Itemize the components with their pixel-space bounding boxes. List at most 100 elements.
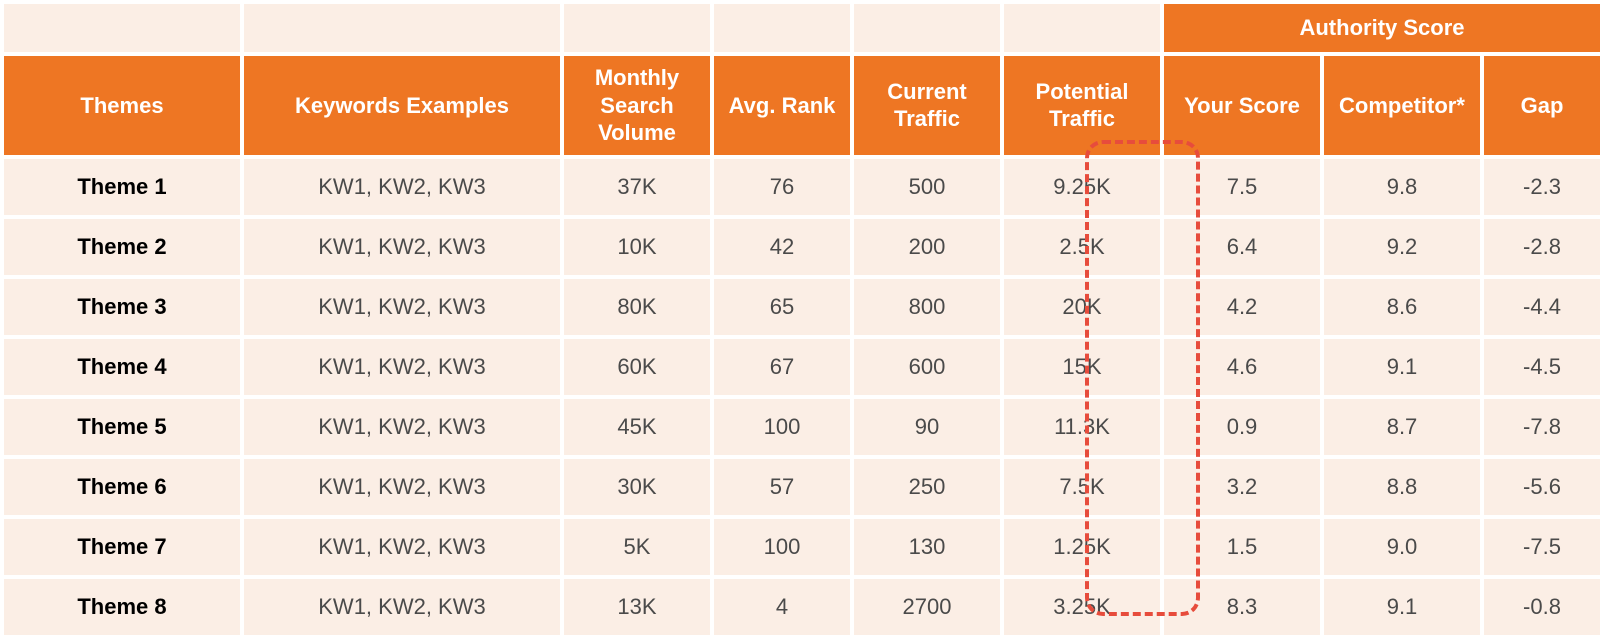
cell-current-traffic: 800: [852, 277, 1002, 337]
cell-avg-rank: 76: [712, 157, 852, 217]
cell-keywords: KW1, KW2, KW3: [242, 397, 562, 457]
cell-your-score: 1.5: [1162, 517, 1322, 577]
table-row: Theme 1KW1, KW2, KW337K765009.25K7.59.8-…: [2, 157, 1600, 217]
col-keywords-examples: Keywords Examples: [242, 54, 562, 157]
cell-keywords: KW1, KW2, KW3: [242, 457, 562, 517]
cell-theme: Theme 4: [2, 337, 242, 397]
cell-gap: -0.8: [1482, 577, 1600, 637]
table-row: Theme 3KW1, KW2, KW380K6580020K4.28.6-4.…: [2, 277, 1600, 337]
cell-msv: 60K: [562, 337, 712, 397]
cell-keywords: KW1, KW2, KW3: [242, 517, 562, 577]
cell-current-traffic: 600: [852, 337, 1002, 397]
cell-competitor: 9.0: [1322, 517, 1482, 577]
cell-potential-traffic: 15K: [1002, 337, 1162, 397]
table-row: Theme 2KW1, KW2, KW310K422002.5K6.49.2-2…: [2, 217, 1600, 277]
cell-gap: -4.5: [1482, 337, 1600, 397]
cell-competitor: 9.2: [1322, 217, 1482, 277]
cell-current-traffic: 90: [852, 397, 1002, 457]
table-row: Theme 5KW1, KW2, KW345K1009011.3K0.98.7-…: [2, 397, 1600, 457]
table-row: Theme 4KW1, KW2, KW360K6760015K4.69.1-4.…: [2, 337, 1600, 397]
cell-your-score: 4.2: [1162, 277, 1322, 337]
cell-your-score: 3.2: [1162, 457, 1322, 517]
cell-msv: 13K: [562, 577, 712, 637]
cell-your-score: 6.4: [1162, 217, 1322, 277]
header-group-row: Authority Score: [2, 2, 1600, 54]
seo-theme-table: Authority Score Themes Keywords Examples…: [0, 0, 1600, 639]
cell-avg-rank: 42: [712, 217, 852, 277]
cell-competitor: 8.6: [1322, 277, 1482, 337]
cell-current-traffic: 130: [852, 517, 1002, 577]
blank-header: [712, 2, 852, 54]
cell-keywords: KW1, KW2, KW3: [242, 217, 562, 277]
cell-theme: Theme 2: [2, 217, 242, 277]
table-row: Theme 7KW1, KW2, KW35K1001301.25K1.59.0-…: [2, 517, 1600, 577]
cell-your-score: 7.5: [1162, 157, 1322, 217]
blank-header: [2, 2, 242, 54]
cell-keywords: KW1, KW2, KW3: [242, 337, 562, 397]
cell-msv: 80K: [562, 277, 712, 337]
cell-avg-rank: 100: [712, 517, 852, 577]
cell-potential-traffic: 11.3K: [1002, 397, 1162, 457]
cell-current-traffic: 200: [852, 217, 1002, 277]
cell-competitor: 8.8: [1322, 457, 1482, 517]
cell-avg-rank: 100: [712, 397, 852, 457]
cell-avg-rank: 67: [712, 337, 852, 397]
cell-keywords: KW1, KW2, KW3: [242, 157, 562, 217]
cell-gap: -5.6: [1482, 457, 1600, 517]
cell-avg-rank: 65: [712, 277, 852, 337]
cell-theme: Theme 3: [2, 277, 242, 337]
cell-gap: -2.8: [1482, 217, 1600, 277]
cell-msv: 10K: [562, 217, 712, 277]
col-monthly-search-volume: Monthly Search Volume: [562, 54, 712, 157]
col-group-authority-score: Authority Score: [1162, 2, 1600, 54]
cell-your-score: 8.3: [1162, 577, 1322, 637]
col-your-score: Your Score: [1162, 54, 1322, 157]
cell-potential-traffic: 1.25K: [1002, 517, 1162, 577]
cell-your-score: 4.6: [1162, 337, 1322, 397]
cell-gap: -4.4: [1482, 277, 1600, 337]
col-gap: Gap: [1482, 54, 1600, 157]
col-potential-traffic: Potential Traffic: [1002, 54, 1162, 157]
cell-competitor: 9.1: [1322, 337, 1482, 397]
cell-theme: Theme 8: [2, 577, 242, 637]
col-current-traffic: Current Traffic: [852, 54, 1002, 157]
cell-keywords: KW1, KW2, KW3: [242, 577, 562, 637]
cell-potential-traffic: 20K: [1002, 277, 1162, 337]
table-row: Theme 8KW1, KW2, KW313K427003.25K8.39.1-…: [2, 577, 1600, 637]
cell-theme: Theme 5: [2, 397, 242, 457]
cell-theme: Theme 7: [2, 517, 242, 577]
cell-msv: 37K: [562, 157, 712, 217]
cell-theme: Theme 6: [2, 457, 242, 517]
seo-theme-table-wrap: Authority Score Themes Keywords Examples…: [0, 0, 1600, 639]
cell-msv: 5K: [562, 517, 712, 577]
cell-current-traffic: 250: [852, 457, 1002, 517]
blank-header: [562, 2, 712, 54]
cell-keywords: KW1, KW2, KW3: [242, 277, 562, 337]
cell-msv: 45K: [562, 397, 712, 457]
cell-potential-traffic: 3.25K: [1002, 577, 1162, 637]
cell-avg-rank: 4: [712, 577, 852, 637]
blank-header: [852, 2, 1002, 54]
col-themes: Themes: [2, 54, 242, 157]
col-competitor: Competitor*: [1322, 54, 1482, 157]
cell-your-score: 0.9: [1162, 397, 1322, 457]
col-avg-rank: Avg. Rank: [712, 54, 852, 157]
cell-competitor: 8.7: [1322, 397, 1482, 457]
blank-header: [242, 2, 562, 54]
blank-header: [1002, 2, 1162, 54]
cell-gap: -7.8: [1482, 397, 1600, 457]
cell-potential-traffic: 9.25K: [1002, 157, 1162, 217]
cell-current-traffic: 500: [852, 157, 1002, 217]
table-row: Theme 6KW1, KW2, KW330K572507.5K3.28.8-5…: [2, 457, 1600, 517]
cell-theme: Theme 1: [2, 157, 242, 217]
cell-competitor: 9.8: [1322, 157, 1482, 217]
cell-gap: -7.5: [1482, 517, 1600, 577]
header-row: Themes Keywords Examples Monthly Search …: [2, 54, 1600, 157]
cell-competitor: 9.1: [1322, 577, 1482, 637]
cell-potential-traffic: 2.5K: [1002, 217, 1162, 277]
cell-current-traffic: 2700: [852, 577, 1002, 637]
cell-msv: 30K: [562, 457, 712, 517]
cell-gap: -2.3: [1482, 157, 1600, 217]
cell-avg-rank: 57: [712, 457, 852, 517]
cell-potential-traffic: 7.5K: [1002, 457, 1162, 517]
